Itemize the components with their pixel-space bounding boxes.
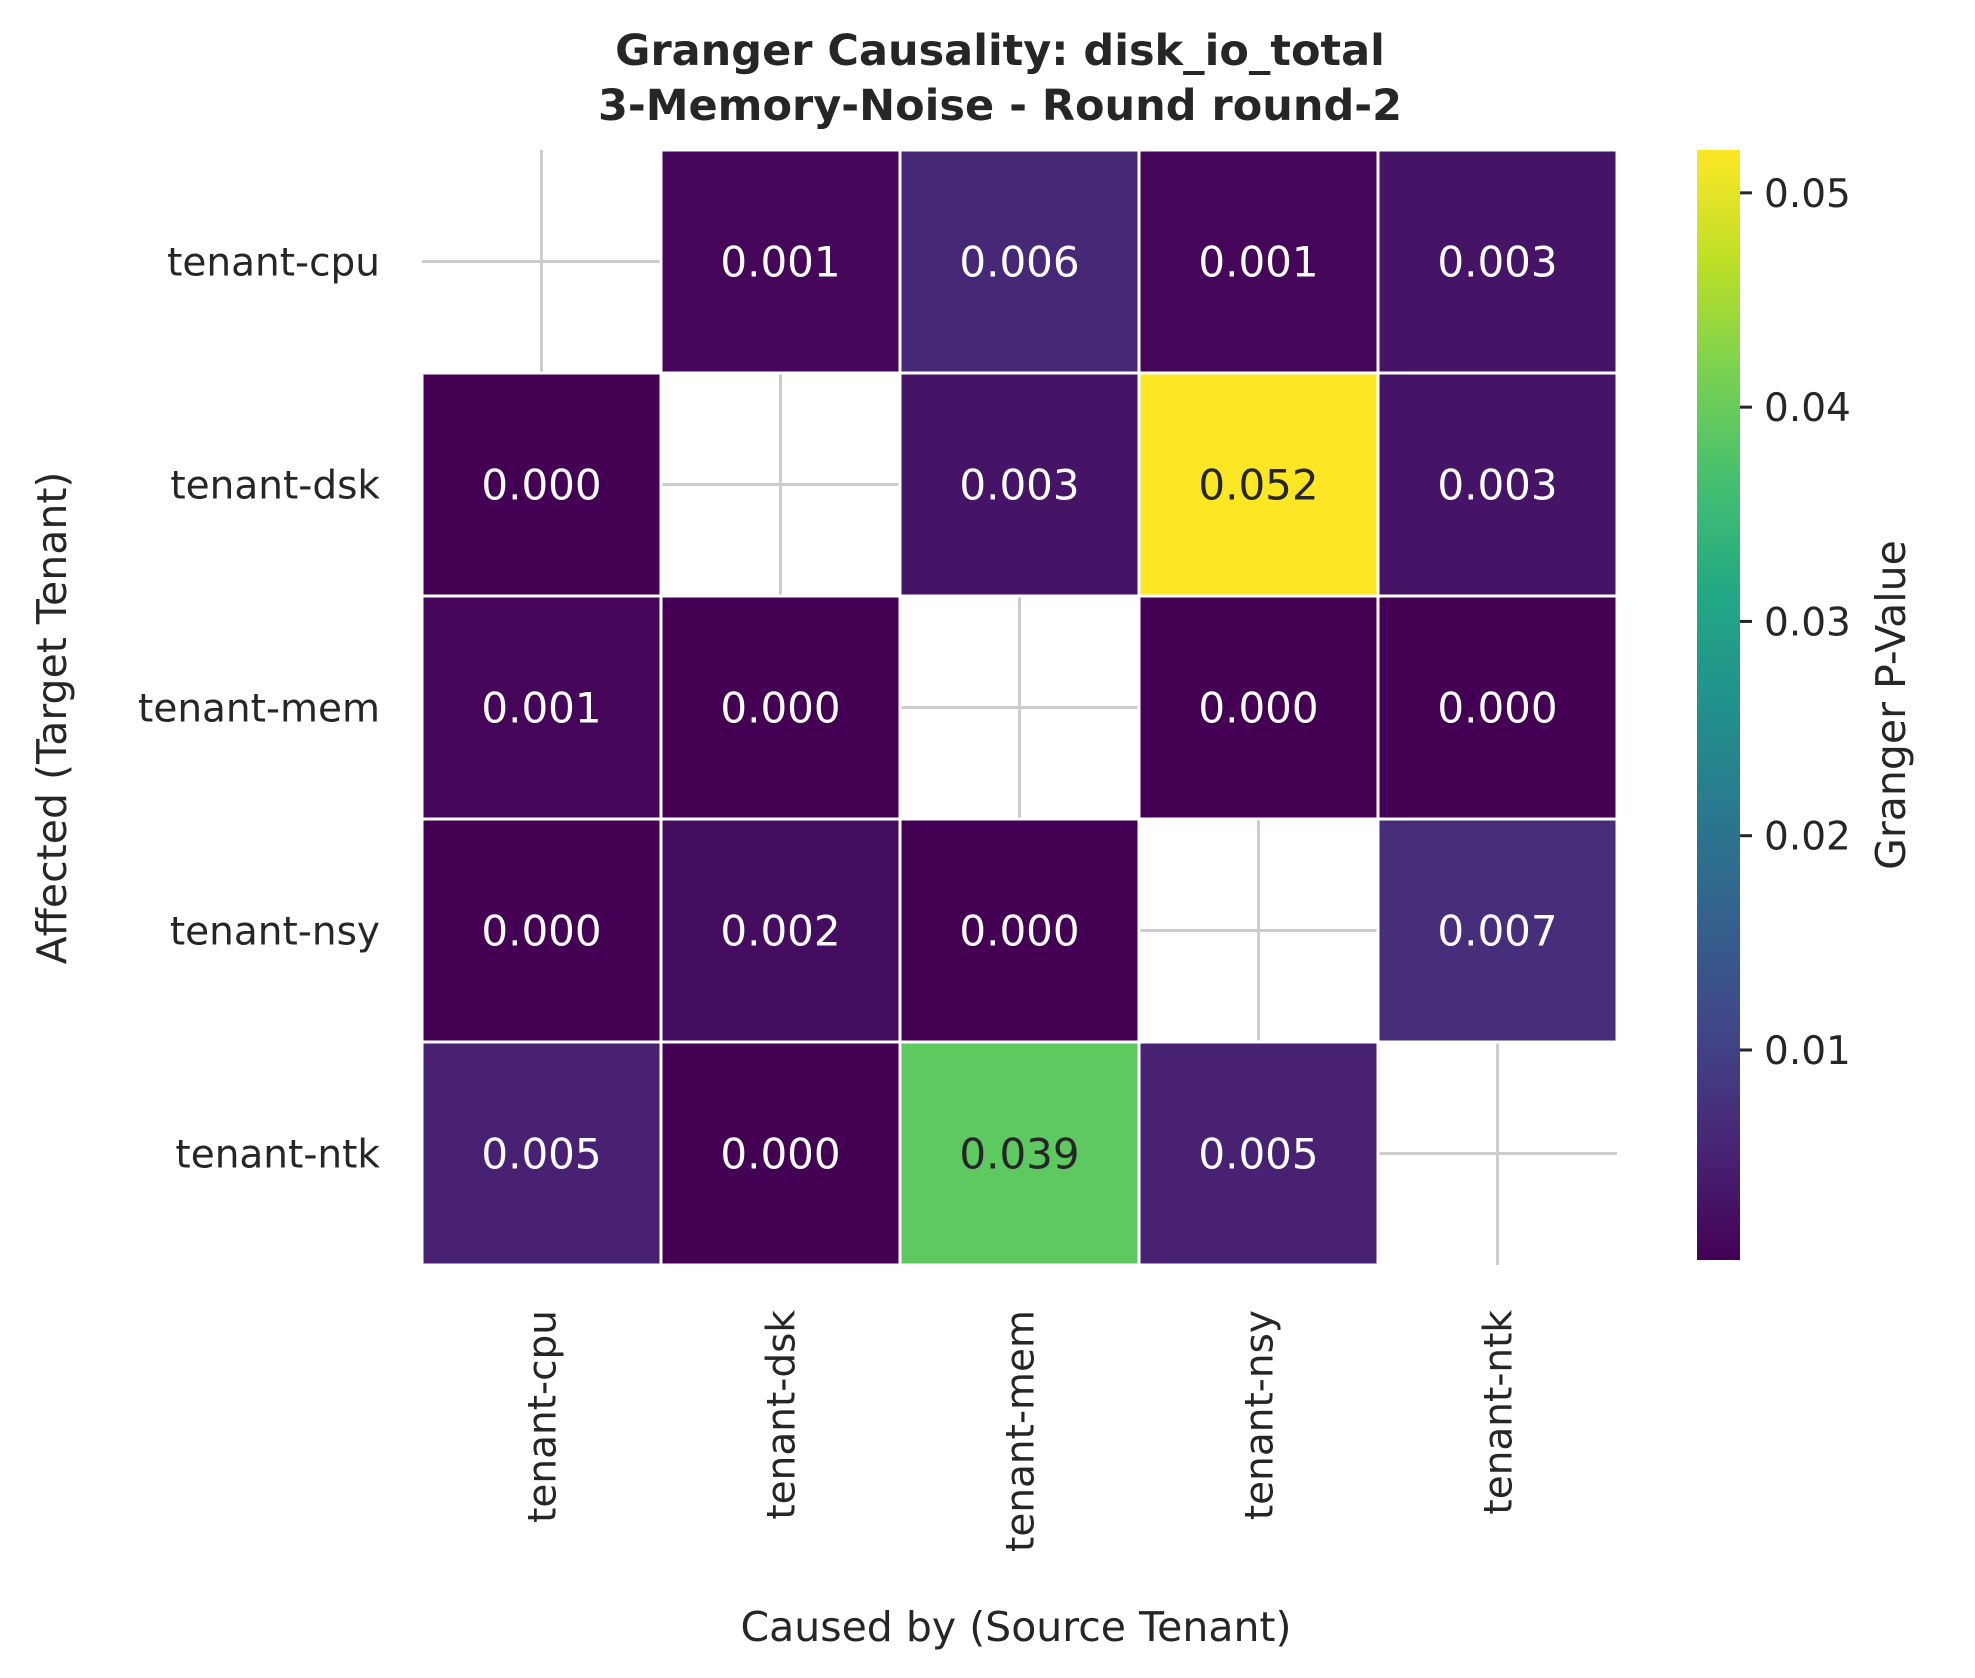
cell-value-label: 0.000	[481, 461, 601, 510]
x-tick-label: tenant-dsk	[760, 1310, 805, 1520]
cell-value-label: 0.002	[720, 907, 840, 956]
colorbar-tick-label: 0.05	[1764, 172, 1851, 217]
heatmap-cell-tenant-cpu-tenant-mem	[898, 148, 1141, 375]
cell-value-label: 0.000	[720, 1130, 840, 1179]
y-tick-label: tenant-mem	[138, 687, 380, 732]
heatmap-cell-tenant-mem-tenant-cpu	[420, 594, 663, 821]
colorbar-tick-label: 0.01	[1764, 1029, 1851, 1074]
cell-value-label: 0.000	[1437, 684, 1557, 733]
cell-value-label: 0.005	[481, 1130, 601, 1179]
cell-value-label: 0.001	[1198, 238, 1318, 287]
heatmap-cell-tenant-ntk-tenant-nsy	[1137, 1040, 1380, 1267]
heatmap-cell-tenant-dsk-tenant-mem	[898, 371, 1141, 598]
cell-value-label: 0.001	[481, 684, 601, 733]
y-axis-ticks: tenant-cpu tenant-dsk tenant-mem tenant-nsy…	[138, 241, 380, 1178]
colorbar-ticks: 0.01 0.02 0.03 0.04 0.05	[1740, 172, 1851, 1074]
x-tick-label: tenant-ntk	[1477, 1310, 1522, 1515]
heatmap-cell-tenant-ntk-tenant-dsk	[659, 1040, 902, 1267]
heatmap-cell-tenant-nsy-tenant-cpu	[420, 817, 663, 1044]
colorbar-tick-label: 0.04	[1764, 386, 1851, 431]
heatmap-cell-tenant-dsk-tenant-cpu	[420, 371, 663, 598]
cell-value-label: 0.005	[1198, 1130, 1318, 1179]
cell-value-label: 0.006	[959, 238, 1079, 287]
heatmap-cell-tenant-nsy-tenant-mem	[898, 817, 1141, 1044]
heatmap-cell-tenant-mem-tenant-nsy	[1137, 594, 1380, 821]
chart-title-line-1: Granger Causality: disk_io_total	[615, 26, 1385, 76]
heatmap-cell-tenant-ntk-tenant-mem	[898, 1040, 1141, 1267]
x-axis-ticks: tenant-cpu tenant-dsk tenant-mem tenant-nsy…	[521, 1310, 1522, 1552]
x-tick-label: tenant-nsy	[1238, 1310, 1283, 1520]
heatmap-cell-tenant-nsy-tenant-dsk	[659, 817, 902, 1044]
x-tick-label: tenant-cpu	[521, 1310, 566, 1523]
cell-value-label: 0.007	[1437, 907, 1557, 956]
cell-value-label: 0.000	[959, 907, 1079, 956]
cell-value-label: 0.000	[720, 684, 840, 733]
cell-value-label: 0.039	[959, 1130, 1079, 1179]
heatmap-cells	[420, 148, 1619, 1267]
y-axis-label: Affected (Target Tenant)	[28, 472, 76, 965]
y-tick-label: tenant-dsk	[170, 464, 380, 509]
colorbar-label: Granger P-Value	[1867, 540, 1915, 870]
cell-value-label: 0.052	[1198, 461, 1318, 510]
x-tick-label: tenant-mem	[999, 1310, 1044, 1552]
y-tick-label: tenant-ntk	[175, 1133, 380, 1178]
chart-title: Granger Causality: disk_io_total 3-Memor…	[598, 26, 1402, 131]
cell-value-label: 0.003	[959, 461, 1079, 510]
cell-value-label: 0.003	[1437, 461, 1557, 510]
heatmap-cell-tenant-dsk-tenant-ntk	[1376, 371, 1619, 598]
cell-value-label: 0.000	[481, 907, 601, 956]
heatmap-cell-tenant-mem-tenant-ntk	[1376, 594, 1619, 821]
heatmap-cell-tenant-ntk-tenant-cpu	[420, 1040, 663, 1267]
colorbar-tick-label: 0.03	[1764, 600, 1851, 645]
colorbar-tick-label: 0.02	[1764, 815, 1851, 860]
heatmap-cell-tenant-dsk-tenant-nsy	[1137, 371, 1380, 598]
cell-value-labels: 0.001 0.006 0.001 0.003 0.000 0.003 0.052 0.003…	[481, 238, 1557, 1179]
colorbar: 0.01 0.02 0.03 0.04 0.05 Granger P-Value	[1697, 150, 1915, 1260]
heatmap-cell-tenant-mem-tenant-dsk	[659, 594, 902, 821]
colorbar-gradient	[1697, 150, 1740, 1260]
chart-title-line-2: 3-Memory-Noise - Round round-2	[598, 81, 1402, 131]
y-tick-label: tenant-nsy	[170, 910, 380, 955]
x-axis-label: Caused by (Source Tenant)	[740, 1603, 1291, 1651]
heatmap-cell-tenant-nsy-tenant-ntk	[1376, 817, 1619, 1044]
heatmap-cell-tenant-cpu-tenant-ntk	[1376, 148, 1619, 375]
cell-value-label: 0.003	[1437, 238, 1557, 287]
y-tick-label: tenant-cpu	[167, 241, 380, 286]
cell-value-label: 0.000	[1198, 684, 1318, 733]
cell-value-label: 0.001	[720, 238, 840, 287]
